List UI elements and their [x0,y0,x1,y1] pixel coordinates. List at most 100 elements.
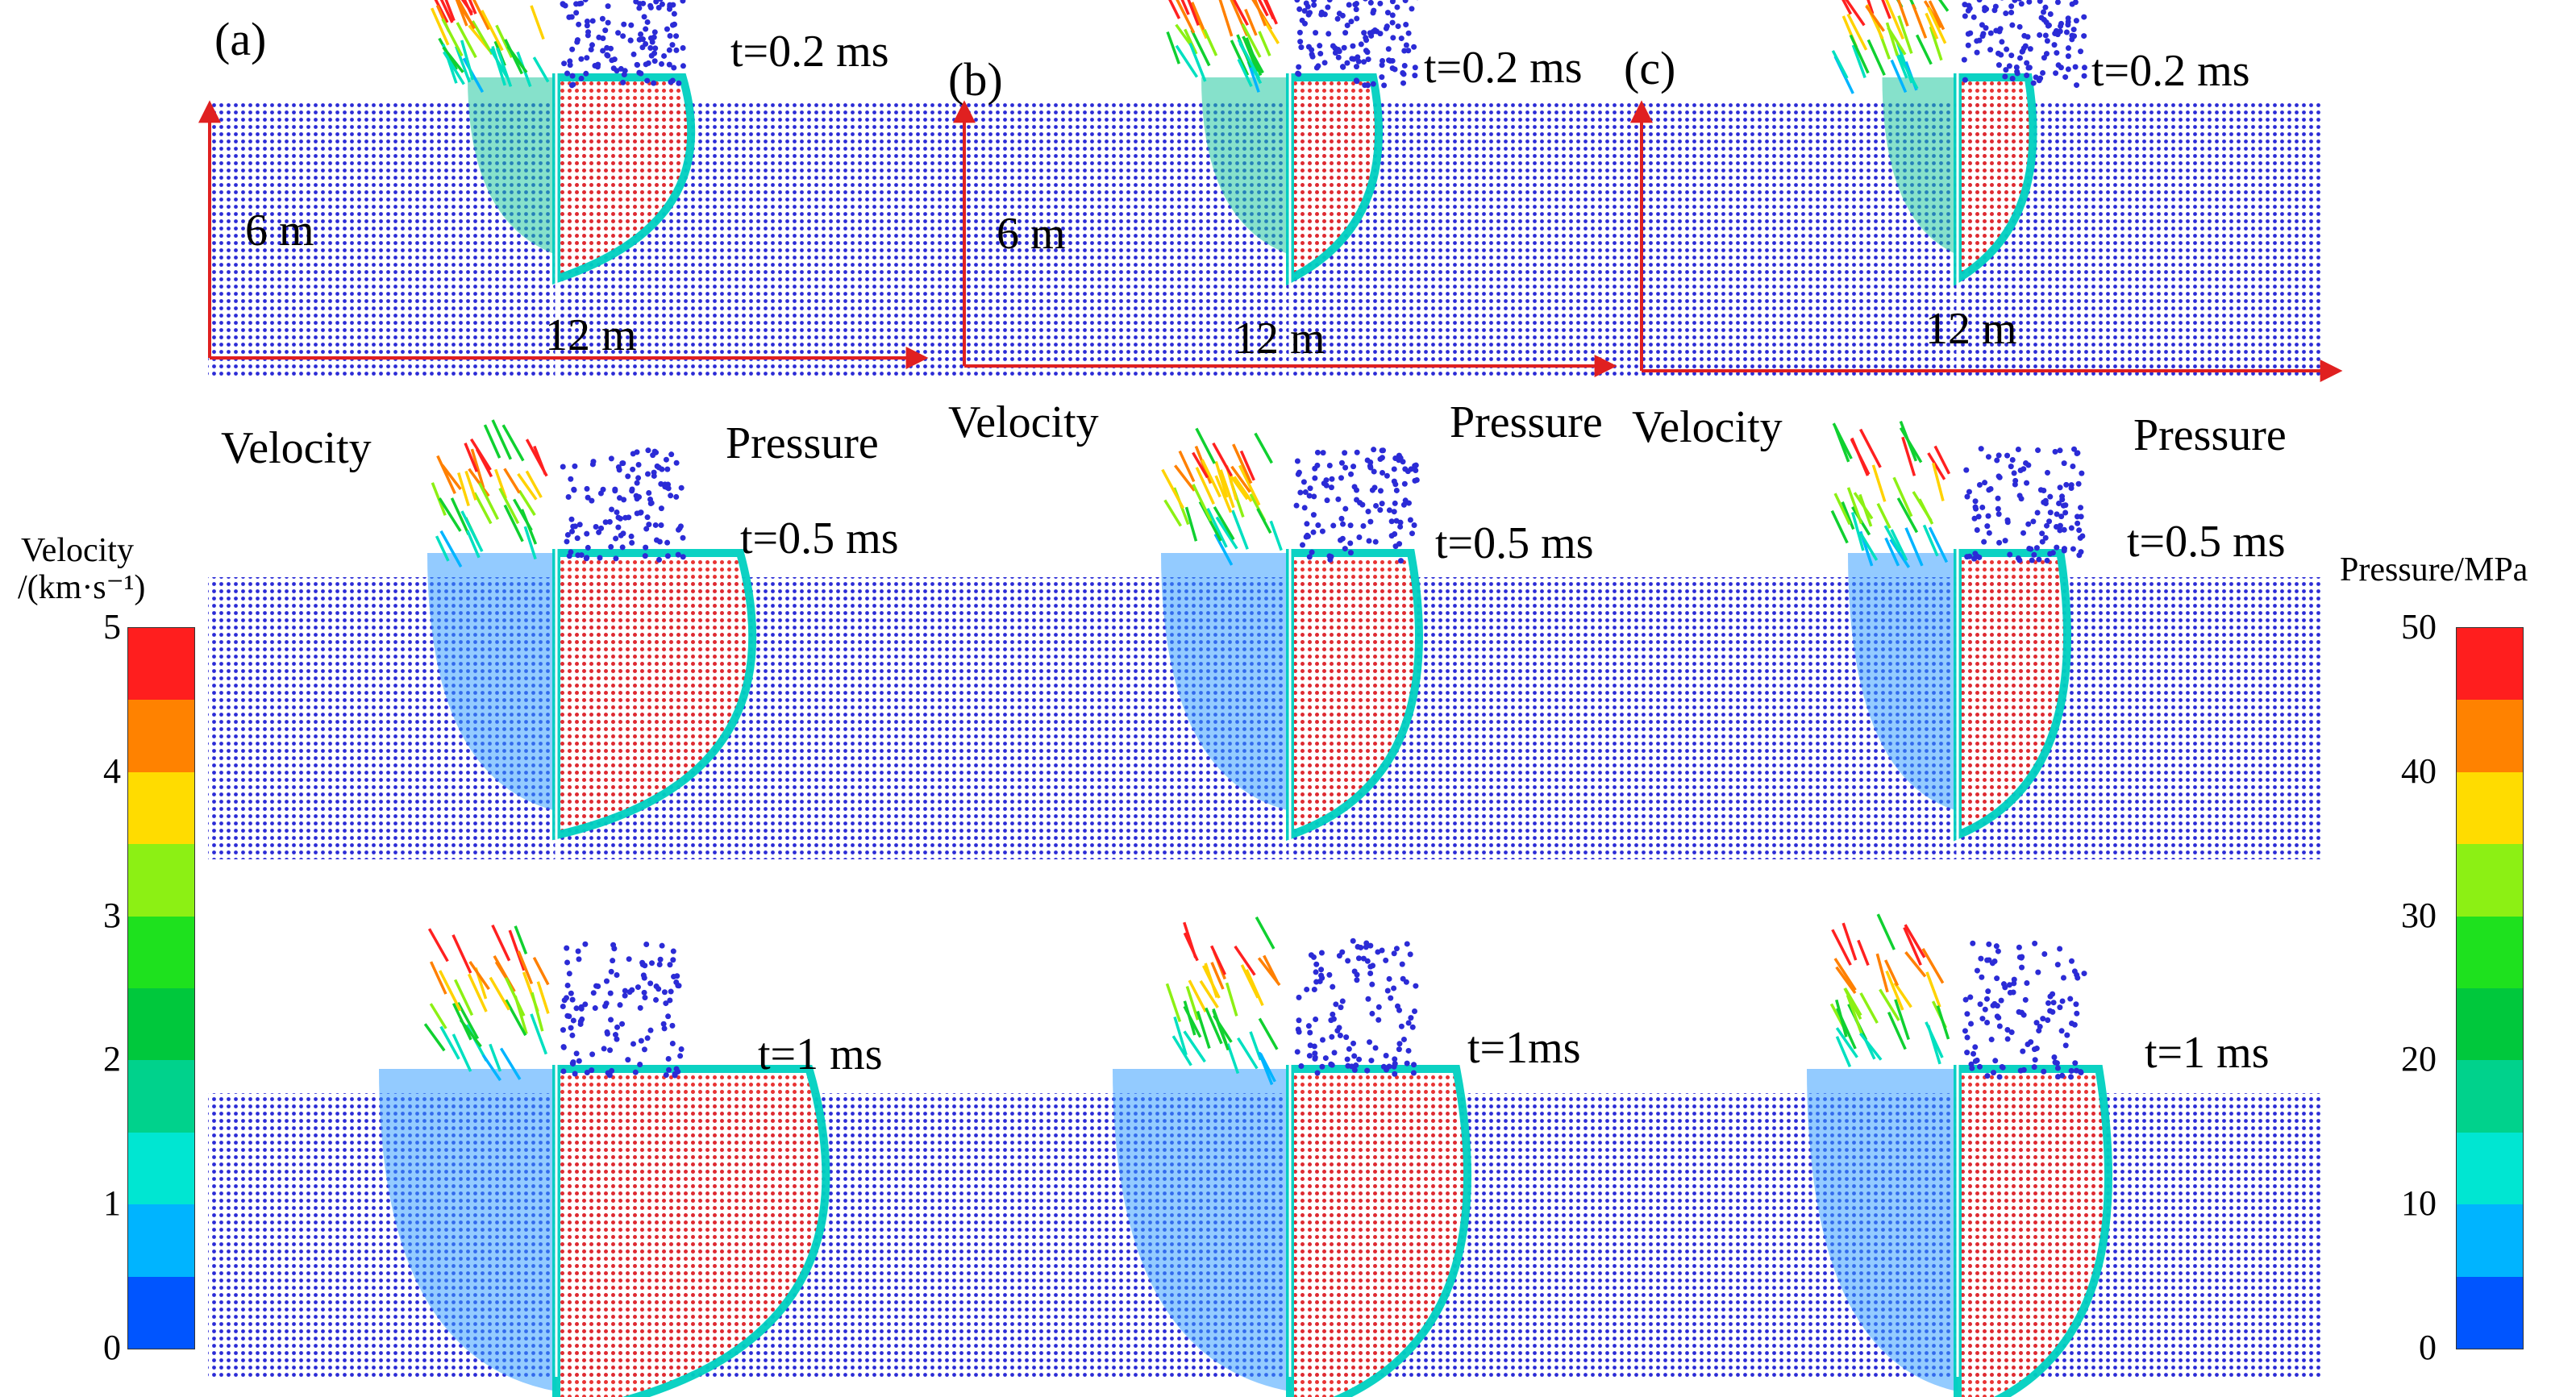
vbar-band [128,916,194,988]
depth-label-a: 6 m [245,206,314,256]
panel-c-1-pressure-zone [1954,549,2071,842]
vticks-3: 3 [103,895,121,935]
pbar-band [2457,987,2523,1061]
pticks-0: 0 [2419,1328,2437,1367]
panel-a-0-pressure-zone [552,73,696,285]
panel-a-1-velocity-zone [427,553,556,811]
width-label-c: 12 m [1925,304,2017,354]
vticks-4: 4 [103,750,121,791]
panel-b-1-pressure-zone [1286,549,1423,842]
pticks-20: 20 [2401,1039,2437,1079]
width-label-a: 12 m [545,310,637,360]
pbar-band [2457,628,2523,701]
panel-label-a: (a) [214,13,267,65]
time-label-b-0: t=0.2 ms [1424,43,1583,93]
dimension-arrows-c [1630,100,2343,382]
vbar-band [128,628,194,701]
pbar-band [2457,844,2523,917]
velocity-label-c: Velocity [1627,405,1787,450]
ejecta-b-0 [1166,0,1419,93]
time-label-a-1: t=0.5 ms [740,513,899,563]
vbar-band [128,844,194,917]
vbar-band [128,1132,194,1205]
panel-b-1 [929,545,1625,859]
panel-a-1-pressure-zone [552,549,757,841]
pbar-band [2457,771,2523,845]
panel-b-0 [929,69,1625,379]
panel-b-0-velocity-zone [1201,77,1290,255]
velocity-label-b: Velocity [943,400,1104,445]
time-label-c-0: t=0.2 ms [2091,46,2250,96]
pressure-label-c: Pressure [2129,413,2291,458]
ejecta-b-1 [1161,427,1420,566]
panel-label-c: (c) [1624,42,1676,94]
time-label-b-2: t=1ms [1467,1023,1581,1073]
vbar-band [128,1204,194,1277]
panel-c-2 [1625,1061,2322,1397]
panel-a-0 [208,69,929,379]
panel-a-2-velocity-zone [379,1069,556,1391]
ejecta-c-1 [1830,420,2086,568]
vbar-band [128,987,194,1061]
ejecta-a-2 [423,924,685,1082]
pbar-band [2457,1132,2523,1205]
vbar-band [128,700,194,772]
panel-a-2-pressure-zone [552,1065,830,1397]
velocity-colorbar-title-1: Velocity [21,532,134,569]
panel-b-2-pressure-zone [1286,1065,1471,1397]
time-label-c-1: t=0.5 ms [2127,517,2286,567]
vbar-band [128,1060,194,1133]
panel-b-2-velocity-zone [1113,1069,1290,1391]
panel-c-2-pressure-zone [1954,1065,2112,1397]
ejecta-b-2 [1165,916,1419,1086]
vticks-2: 2 [103,1039,121,1079]
vticks-1: 1 [103,1183,121,1224]
vbar-band [128,771,194,845]
panel-c-0-velocity-zone [1882,77,1958,255]
panel-a-0-velocity-zone [468,77,556,255]
pticks-30: 30 [2401,895,2437,935]
ejecta-c-0 [1831,0,2087,94]
panel-c-1-velocity-zone [1848,553,1958,811]
pressure-label-a: Pressure [721,421,884,466]
time-label-a-0: t=0.2 ms [730,27,889,77]
vticks-0: 0 [103,1328,121,1367]
panel-b-0-pressure-zone [1286,73,1383,286]
velocity-label-a: Velocity [216,426,377,471]
time-label-b-1: t=0.5 ms [1435,518,1594,568]
pticks-50: 50 [2401,607,2437,647]
pbar-band [2457,1276,2523,1349]
time-label-a-2: t=1 ms [758,1029,883,1079]
pbar-band [2457,700,2523,772]
pbar-band [2457,916,2523,988]
panel-a-2 [208,1061,929,1397]
pbar-band [2457,1060,2523,1133]
pticks-10: 10 [2401,1183,2437,1224]
panel-b-2 [929,1061,1625,1397]
ejecta-a-0 [431,0,686,94]
panel-c-0-pressure-zone [1954,73,2037,286]
pressure-colorbar-title: Pressure/MPa [2340,551,2528,588]
ejecta-a-1 [431,419,686,568]
velocity-colorbar-title-2: /(km·s⁻¹) [18,569,146,606]
dimension-arrows-a [198,100,929,369]
panel-b-1-velocity-zone [1161,553,1290,811]
vticks-5: 5 [103,607,121,647]
ejecta-c-2 [1829,913,2087,1080]
velocity-colorbar [127,627,195,1349]
depth-label-b: 6 m [997,209,1066,259]
dimension-arrows-b [953,100,1617,377]
vbar-band [128,1276,194,1349]
pticks-40: 40 [2401,750,2437,791]
time-label-c-2: t=1 ms [2145,1028,2270,1078]
panel-c-1 [1625,545,2322,859]
panel-c-2-velocity-zone [1807,1069,1958,1391]
width-label-b: 12 m [1234,314,1325,364]
panel-a-1 [208,545,929,859]
panel-c-0 [1625,69,2322,379]
pbar-band [2457,1204,2523,1277]
pressure-label-b: Pressure [1445,400,1608,445]
panel-label-b: (b) [948,53,1003,106]
